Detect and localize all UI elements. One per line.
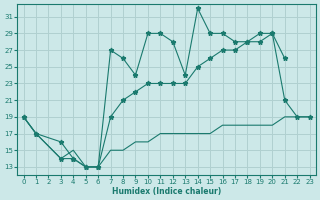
X-axis label: Humidex (Indice chaleur): Humidex (Indice chaleur) [112,187,221,196]
